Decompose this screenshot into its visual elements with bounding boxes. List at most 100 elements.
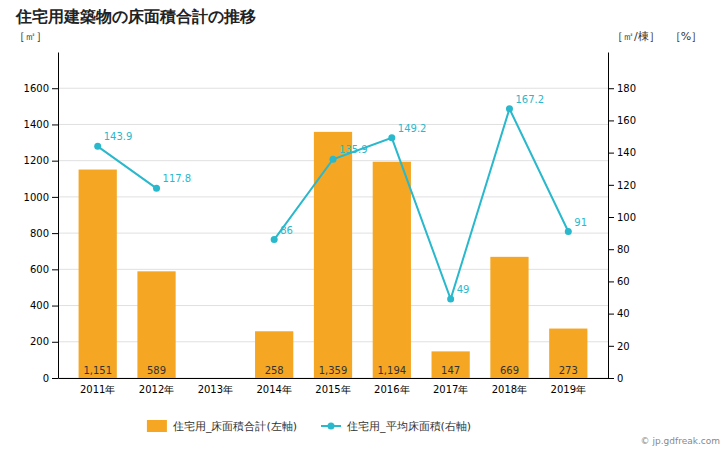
tick: 2011年 [80,384,115,395]
bar [314,132,352,378]
tick: 120 [608,180,636,191]
y2-axis-label: ［%］ [670,30,702,43]
grid [58,88,608,378]
tick-label: 2017年 [433,384,468,395]
data-label: 273 [559,365,578,376]
legend: 住宅用_床面積合計(左軸) 住宅用_平均床面積(右軸) [147,420,471,433]
point [506,105,513,112]
point [153,185,160,192]
tick-mark [52,161,58,162]
tick-label: 2015年 [315,384,350,395]
tick: 0 [43,373,58,384]
tick: 2017年 [433,384,468,395]
y-axis-label: ［㎡］ [14,30,47,43]
legend-label: 住宅用_平均床面積(右軸) [347,420,471,433]
tick-mark [52,197,58,198]
y2-axis-label: ［㎡/棟］ [612,30,660,43]
grid-line [58,124,608,125]
tick: 80 [608,244,630,255]
tick-label: 2011年 [80,384,115,395]
bar [255,331,293,378]
y2-axis: 0 20 40 60 80 100 120 140 160 180 [608,53,636,384]
tick-mark [52,342,58,343]
tick: 60 [608,276,630,287]
tick: 2015年 [315,384,350,395]
tick-label: 200 [30,336,49,347]
bar [549,329,587,378]
tick-label: 800 [30,228,49,239]
tick: 180 [608,83,636,94]
bar [196,378,234,379]
tick: 1000 [24,192,58,203]
annotation: © jp.gdfreak.com [641,436,720,446]
tick: 140 [608,147,636,158]
point [565,228,572,235]
tick: 40 [608,308,630,319]
plot: 0 200 400 600 800 1000 1200 1400 1600 0 20 40 60 80 10… [14,30,702,395]
tick-label: 160 [617,115,636,126]
point [388,134,395,141]
tick-mark [608,120,614,121]
data-label: 135.9 [339,144,368,155]
bar [373,162,411,378]
tick-label: 600 [30,264,49,275]
tick-label: 100 [617,212,636,223]
data-label: 147 [441,365,460,376]
tick-label: 2013年 [198,384,233,395]
tick-label: 140 [617,147,636,158]
point [271,236,278,243]
tick-mark [608,185,614,186]
marks [79,105,588,378]
tick-label: 80 [617,244,630,255]
tick-label: 0 [617,373,623,384]
data-label: 149.2 [398,123,427,134]
legend-swatch [147,420,167,432]
tick-label: 2016年 [374,384,409,395]
tick-mark [608,249,614,250]
tick: 1600 [24,83,58,94]
tick-mark [52,124,58,125]
data-label: 143.9 [104,131,133,142]
tick-label: 2014年 [256,384,291,395]
grid-line [58,88,608,89]
data-label: 258 [265,365,284,376]
bar [490,257,528,378]
tick: 1400 [24,119,58,130]
tick-label: 40 [617,308,630,319]
tick-mark [52,378,58,379]
tick: 2016年 [374,384,409,395]
data-label: 86 [280,225,293,236]
tick-label: 1000 [24,192,49,203]
data-label: 91 [574,217,587,228]
tick-mark [608,281,614,282]
data-label: 669 [500,365,519,376]
point [447,296,454,303]
tick: 2013年 [198,384,233,395]
data-label: 117.8 [163,173,192,184]
tick-mark [52,88,58,89]
tick-mark [608,153,614,154]
tick-label: 1400 [24,119,49,130]
tick-mark [608,378,614,379]
bar [79,170,117,378]
legend-swatch [328,423,335,430]
tick-label: 1600 [24,83,49,94]
legend-item: 住宅用_床面積合計(左軸) [147,420,297,433]
tick: 1200 [24,155,58,166]
tick-label: 60 [617,276,630,287]
axis-line [59,378,609,379]
tick-mark [52,269,58,270]
tick: 100 [608,212,636,223]
tick-label: 400 [30,300,49,311]
tick-label: 2019年 [551,384,586,395]
tick-mark [52,306,58,307]
tick-label: 120 [617,180,636,191]
tick-label: 20 [617,341,630,352]
tick-label: 2018年 [492,384,527,395]
data-labels: 1,1515892581,3591,194147669273143.9117.8… [83,94,587,376]
x-axis: 2011年2012年2013年2014年2015年2016年2017年2018年… [59,379,609,396]
bar [432,351,470,378]
tick-label: 1200 [24,155,49,166]
tick-label: 180 [617,83,636,94]
data-label: 1,359 [319,365,348,376]
